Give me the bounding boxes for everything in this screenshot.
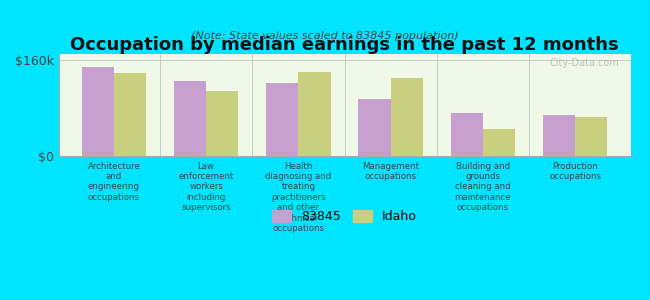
Title: Occupation by median earnings in the past 12 months: Occupation by median earnings in the pas… <box>70 36 619 54</box>
Bar <box>81 67 114 156</box>
Bar <box>114 73 146 156</box>
Bar <box>483 129 515 156</box>
Bar <box>298 72 331 156</box>
Bar <box>575 117 608 156</box>
Text: (Note: State values scaled to 83845 population): (Note: State values scaled to 83845 popu… <box>191 31 459 41</box>
Bar <box>266 83 298 156</box>
Bar <box>391 78 423 156</box>
Bar <box>450 113 483 156</box>
Bar <box>543 115 575 156</box>
Bar <box>174 81 206 156</box>
Text: City-Data.com: City-Data.com <box>549 58 619 68</box>
Bar <box>358 99 391 156</box>
Legend: 83845, Idaho: 83845, Idaho <box>272 210 417 223</box>
Bar <box>206 91 239 156</box>
